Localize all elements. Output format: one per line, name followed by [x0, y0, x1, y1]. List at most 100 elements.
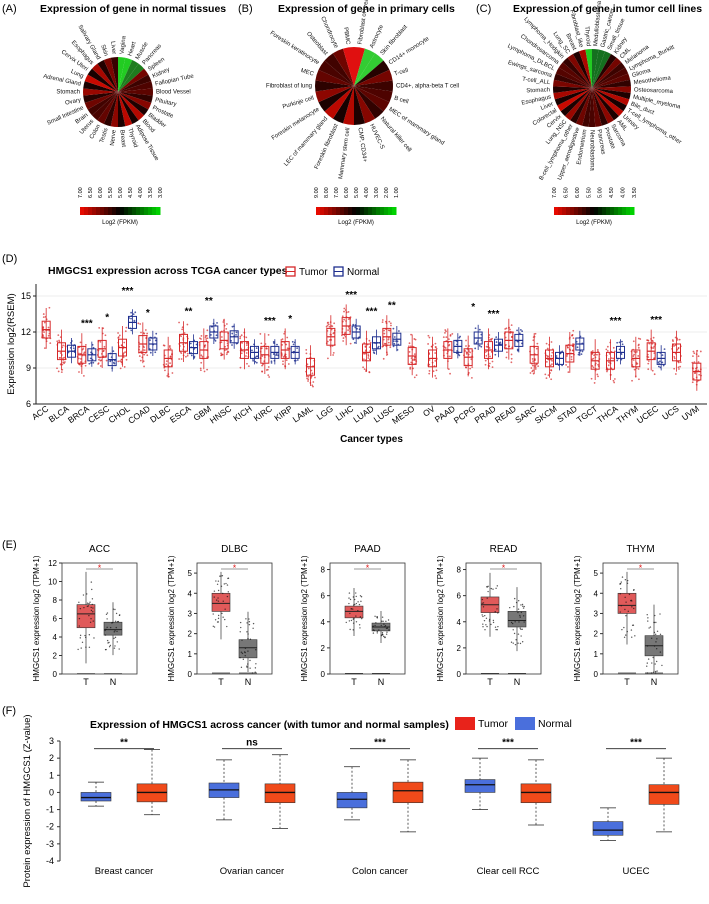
panel-c-title: Expression of gene in tumor cell lines — [513, 3, 702, 15]
d-tumor-point — [326, 322, 329, 324]
pie-b-slice — [354, 86, 365, 125]
d-tumor-point — [652, 347, 655, 349]
pie-b-legend-label: Log2 (FPKM) — [338, 220, 374, 226]
e-point — [243, 651, 246, 653]
d-normal-point — [657, 365, 660, 368]
d-tumor-point — [652, 336, 655, 339]
e-point — [240, 626, 242, 629]
d-tumor-point — [448, 343, 451, 346]
e-ytick-label: 2 — [457, 644, 462, 653]
e-point — [656, 670, 658, 672]
d-tumor-point — [281, 338, 284, 341]
d-normal-point — [561, 364, 563, 367]
e-point — [114, 630, 116, 632]
e-significance: * — [233, 563, 237, 573]
d-tumor-point — [381, 321, 384, 324]
e-point — [511, 622, 514, 625]
d-normal-point — [495, 341, 498, 343]
pie-c-legend-tick: 4.00 — [621, 187, 627, 198]
d-tumor-point — [565, 364, 567, 366]
e-point — [631, 606, 633, 608]
d-tumor-point — [343, 318, 346, 321]
pie-c-slice — [553, 79, 592, 88]
d-tumor-point — [59, 352, 62, 354]
e-point — [647, 620, 649, 622]
d-category-label: THYM — [615, 403, 640, 425]
d-normal-point — [618, 348, 621, 351]
e-ytick-label: 2 — [321, 644, 326, 653]
d-tumor-point — [570, 356, 573, 358]
d-normal-point — [519, 328, 522, 331]
d-category-label: STAD — [555, 403, 579, 424]
d-tumor-point — [566, 346, 569, 349]
pie-c-label: Thyroid — [583, 26, 591, 46]
pie-b-legend-cell — [392, 207, 397, 215]
d-tumor-point — [199, 367, 202, 370]
d-tumor-point — [428, 336, 431, 339]
pie-c-slice — [592, 57, 622, 88]
e-point — [215, 599, 218, 601]
e-point — [106, 639, 109, 642]
d-normal-point — [576, 346, 579, 349]
e-point — [621, 628, 623, 631]
d-tumor-point — [550, 354, 553, 357]
e-point — [114, 620, 117, 623]
d-category-label: TGCT — [575, 403, 600, 424]
d-tumor-point — [435, 377, 438, 380]
d-tumor-point — [466, 351, 469, 354]
d-tumor-point — [56, 340, 59, 343]
e-point — [656, 638, 658, 640]
d-tumor-point — [43, 321, 46, 324]
e-point — [619, 583, 621, 585]
e-point — [252, 627, 254, 629]
pie-b-legend-tick: 5.00 — [354, 187, 360, 198]
e-ylabel: HMGCS1 expression log2 (TPM+1) — [32, 555, 41, 681]
e-point — [355, 592, 357, 594]
d-tumor-point — [363, 352, 366, 355]
d-tumor-point — [651, 342, 654, 345]
d-tumor-point — [98, 358, 100, 361]
e-point — [349, 612, 351, 615]
panel-d-chart: 6 9 12 15 Expression log2(RSEM) Cancer types A… — [6, 284, 707, 445]
d-tumor-point — [434, 374, 437, 377]
e-point — [227, 577, 229, 580]
e-point — [248, 621, 251, 623]
d-tumor-point — [485, 345, 488, 348]
pie-a-slice — [84, 74, 118, 92]
legend-f-tumor-label: Tumor — [478, 718, 508, 730]
e-point — [111, 622, 113, 624]
d-normal-point — [149, 339, 151, 342]
e-point — [116, 630, 118, 633]
e-point — [248, 618, 250, 620]
e-point — [106, 618, 108, 620]
d-normal-point — [475, 341, 478, 344]
e-ytick-label: 0 — [188, 670, 193, 679]
d-normal-point — [130, 311, 133, 314]
e-point — [482, 602, 485, 604]
e-point — [352, 596, 355, 598]
d-tumor-point — [606, 345, 609, 348]
d-tumor-point — [200, 338, 202, 340]
d-tumor-point — [637, 355, 640, 357]
d-tumor-point — [679, 365, 682, 368]
pie-a-slice — [118, 74, 152, 92]
e-point — [91, 588, 93, 591]
d-ylabel: Expression log2(RSEM) — [6, 293, 17, 394]
e-point — [355, 615, 357, 617]
d-tumor-point — [61, 363, 64, 366]
pie-b-legend-tick: 7.00 — [334, 187, 340, 198]
d-tumor-point — [180, 358, 183, 360]
d-tumor-point — [220, 341, 223, 344]
d-tumor-point — [633, 368, 636, 371]
d-tumor-point — [245, 344, 248, 347]
d-tumor-point — [491, 366, 494, 369]
f-category-label: Clear cell RCC — [477, 866, 540, 877]
d-tumor-point — [596, 373, 599, 376]
f-tumor-box — [392, 781, 424, 804]
e-point — [626, 579, 629, 582]
pie-a-label: Vagina — [120, 35, 128, 54]
d-tumor-point — [697, 369, 700, 372]
e-point — [114, 645, 116, 647]
pie-b-slice — [318, 60, 354, 86]
pie-c-slice — [572, 51, 592, 88]
